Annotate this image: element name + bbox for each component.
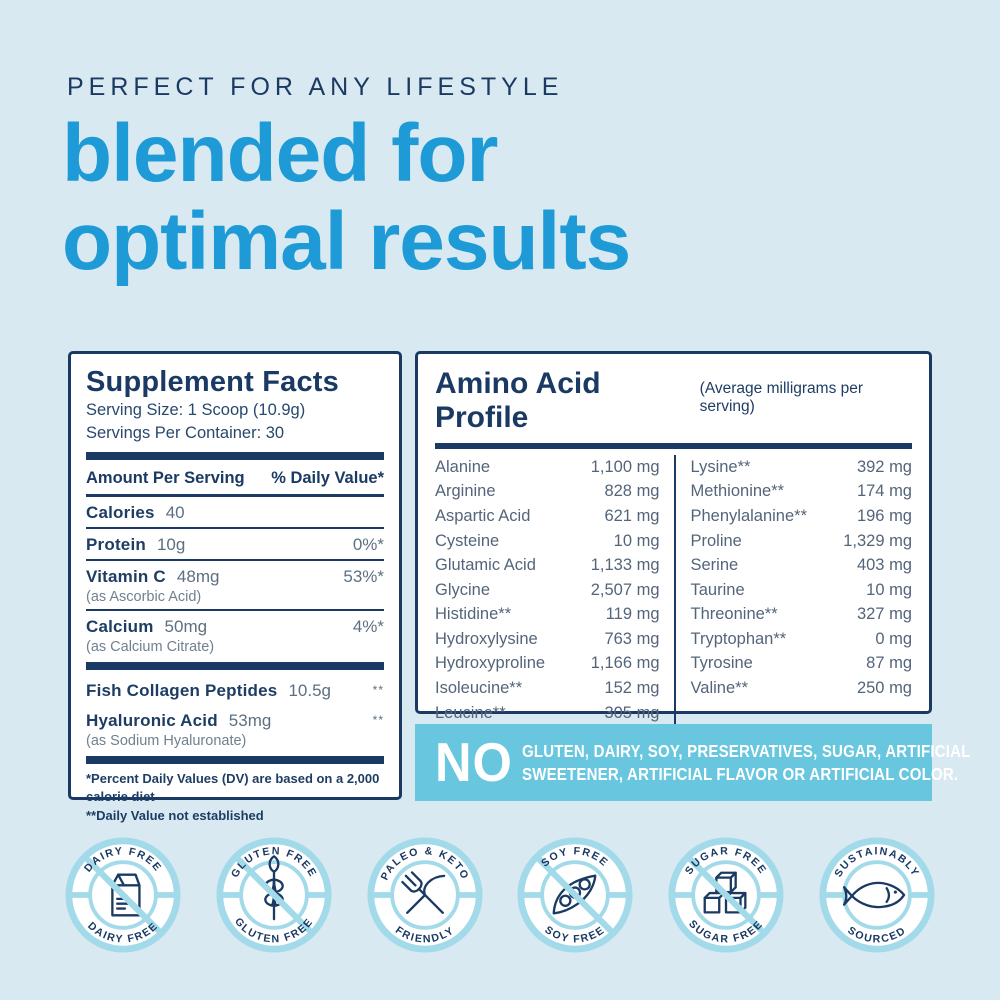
fact-note-calcium: (as Calcium Citrate)	[86, 638, 215, 655]
amino-left-column: Alanine 1,100 mg Arginine 828 mg Aspartic …	[435, 455, 674, 725]
divider-medium	[86, 493, 384, 497]
amino-row: Alanine 1,100 mg	[435, 457, 660, 476]
amino-row: Methionine** 174 mg	[690, 482, 913, 501]
no-banner-line2: SWEETENER, ARTIFICIAL FLAVOR OR ARTIFICI…	[521, 763, 958, 784]
badge-paleo-keto-friendly: PALEO & KETO FRIENDLY	[367, 837, 483, 953]
crossed-out-slash	[235, 857, 312, 933]
badge-row: DAIRY FREE DAIRY FREE GLUTEN FREE GLUT	[65, 837, 935, 953]
amino-row: Threonine** 327 mg	[690, 605, 913, 624]
amount-per-serving-header: Amount Per Serving	[86, 468, 245, 487]
footnote-not-established: **Daily Value not established	[86, 808, 264, 824]
amino-row: Histidine** 119 mg	[435, 605, 660, 624]
badge-sustainably-sourced: SUSTAINABLY SOURCED	[819, 837, 935, 953]
amino-row: Cysteine 10 mg	[435, 531, 660, 550]
divider-thick	[86, 451, 384, 460]
fact-row-vitamin-c: Vitamin C 48mg 53%*	[86, 566, 384, 586]
amino-acid-profile-title: Amino Acid Profile	[435, 367, 601, 434]
badge-soy-free: SOY FREE SOY FREE	[517, 837, 633, 953]
no-label: NO	[435, 731, 513, 793]
serving-size: Serving Size: 1 Scoop (10.9g)	[86, 401, 306, 419]
amino-row: Aspartic Acid 621 mg	[435, 507, 660, 526]
main-heading-line1: blended for	[62, 108, 498, 199]
footnote-daily-values: *Percent Daily Values (DV) are based on …	[86, 770, 380, 805]
divider-thick	[435, 443, 912, 449]
servings-per-container: Servings Per Container: 30	[86, 423, 285, 442]
amino-row: Tryptophan** 0 mg	[690, 629, 913, 648]
amino-row: Glycine 2,507 mg	[435, 580, 660, 599]
no-banner-text: GLUTEN, DAIRY, SOY, PRESERVATIVES, SUGAR…	[522, 740, 971, 786]
no-banner-line1: GLUTEN, DAIRY, SOY, PRESERVATIVES, SUGAR…	[521, 740, 971, 761]
divider-thin	[86, 608, 384, 611]
amino-acid-profile-panel: Amino Acid Profile (Average milligrams p…	[415, 351, 932, 756]
badge-gluten-free: GLUTEN FREE GLUTEN FREE	[216, 837, 332, 953]
supplement-facts-title: Supplement Facts	[86, 366, 339, 398]
crossed-out-slash	[537, 857, 614, 933]
facts-column-header: Amount Per Serving % Daily Value*	[86, 465, 384, 494]
amino-row: Hydroxylysine 763 mg	[435, 629, 660, 648]
amino-row: Valine** 250 mg	[690, 678, 913, 697]
divider-thin	[86, 558, 384, 561]
amino-row: Glutamic Acid 1,133 mg	[435, 556, 660, 575]
no-ingredients-banner: NO GLUTEN, DAIRY, SOY, PRESERVATIVES, SU…	[415, 724, 970, 801]
fact-row-calories: Calories 40	[86, 502, 185, 522]
fact-row-fish-collagen: Fish Collagen Peptides 10.5g **	[86, 680, 384, 700]
amino-row: Proline 1,329 mg	[690, 531, 913, 550]
divider-thick	[86, 755, 384, 764]
fact-row-calcium: Calcium 50mg 4%*	[86, 616, 384, 636]
divider-thin	[86, 526, 384, 529]
amino-row: Leucine** 305 mg	[435, 703, 660, 722]
fact-note-hyaluronic-acid: (as Sodium Hyaluronate)	[86, 732, 247, 749]
amino-row: Serine 403 mg	[690, 556, 913, 575]
amino-acid-profile-subtitle: (Average milligrams per serving)	[699, 380, 864, 415]
main-heading: blended for optimal results	[62, 108, 631, 287]
fish-icon	[842, 881, 906, 909]
amino-row: Tyrosine 87 mg	[690, 654, 913, 673]
amino-right-column: Lysine** 392 mg Methionine** 174 mg Phenyl…	[673, 455, 913, 726]
main-heading-line2: optimal results	[62, 195, 631, 287]
fact-note-vitamin-c: (as Ascorbic Acid)	[86, 588, 202, 605]
fact-row-protein: Protein 10g 0%*	[86, 534, 384, 554]
badge-sugar-free: SUGAR FREE SUGAR FREE	[668, 837, 784, 953]
crossed-out-slash	[688, 857, 765, 933]
facts-footnotes: *Percent Daily Values (DV) are based on …	[86, 770, 384, 827]
crossed-out-slash	[85, 857, 161, 933]
divider-thick	[86, 661, 384, 670]
amino-title-row: Amino Acid Profile (Average milligrams p…	[435, 367, 912, 435]
amino-row: Hydroxyproline 1,166 mg	[435, 654, 660, 673]
daily-value-header: % Daily Value*	[271, 468, 384, 487]
supplement-facts-panel: Supplement Facts Serving Size: 1 Scoop (…	[68, 351, 402, 823]
amino-row: Isoleucine** 152 mg	[435, 678, 660, 697]
amino-row: Arginine 828 mg	[435, 482, 660, 501]
eyebrow-heading: PERFECT FOR ANY LIFESTYLE	[67, 73, 564, 101]
badge-dairy-free: DAIRY FREE DAIRY FREE	[65, 837, 181, 953]
fork-knife-icon	[400, 871, 445, 914]
amino-columns: Alanine 1,100 mg Arginine 828 mg Aspartic …	[435, 455, 913, 726]
amino-row: Taurine 10 mg	[690, 580, 913, 599]
fact-row-hyaluronic-acid: Hyaluronic Acid 53mg **	[86, 710, 384, 730]
amino-row: Phenylalanine** 196 mg	[690, 507, 913, 526]
amino-row: Lysine** 392 mg	[690, 457, 913, 476]
